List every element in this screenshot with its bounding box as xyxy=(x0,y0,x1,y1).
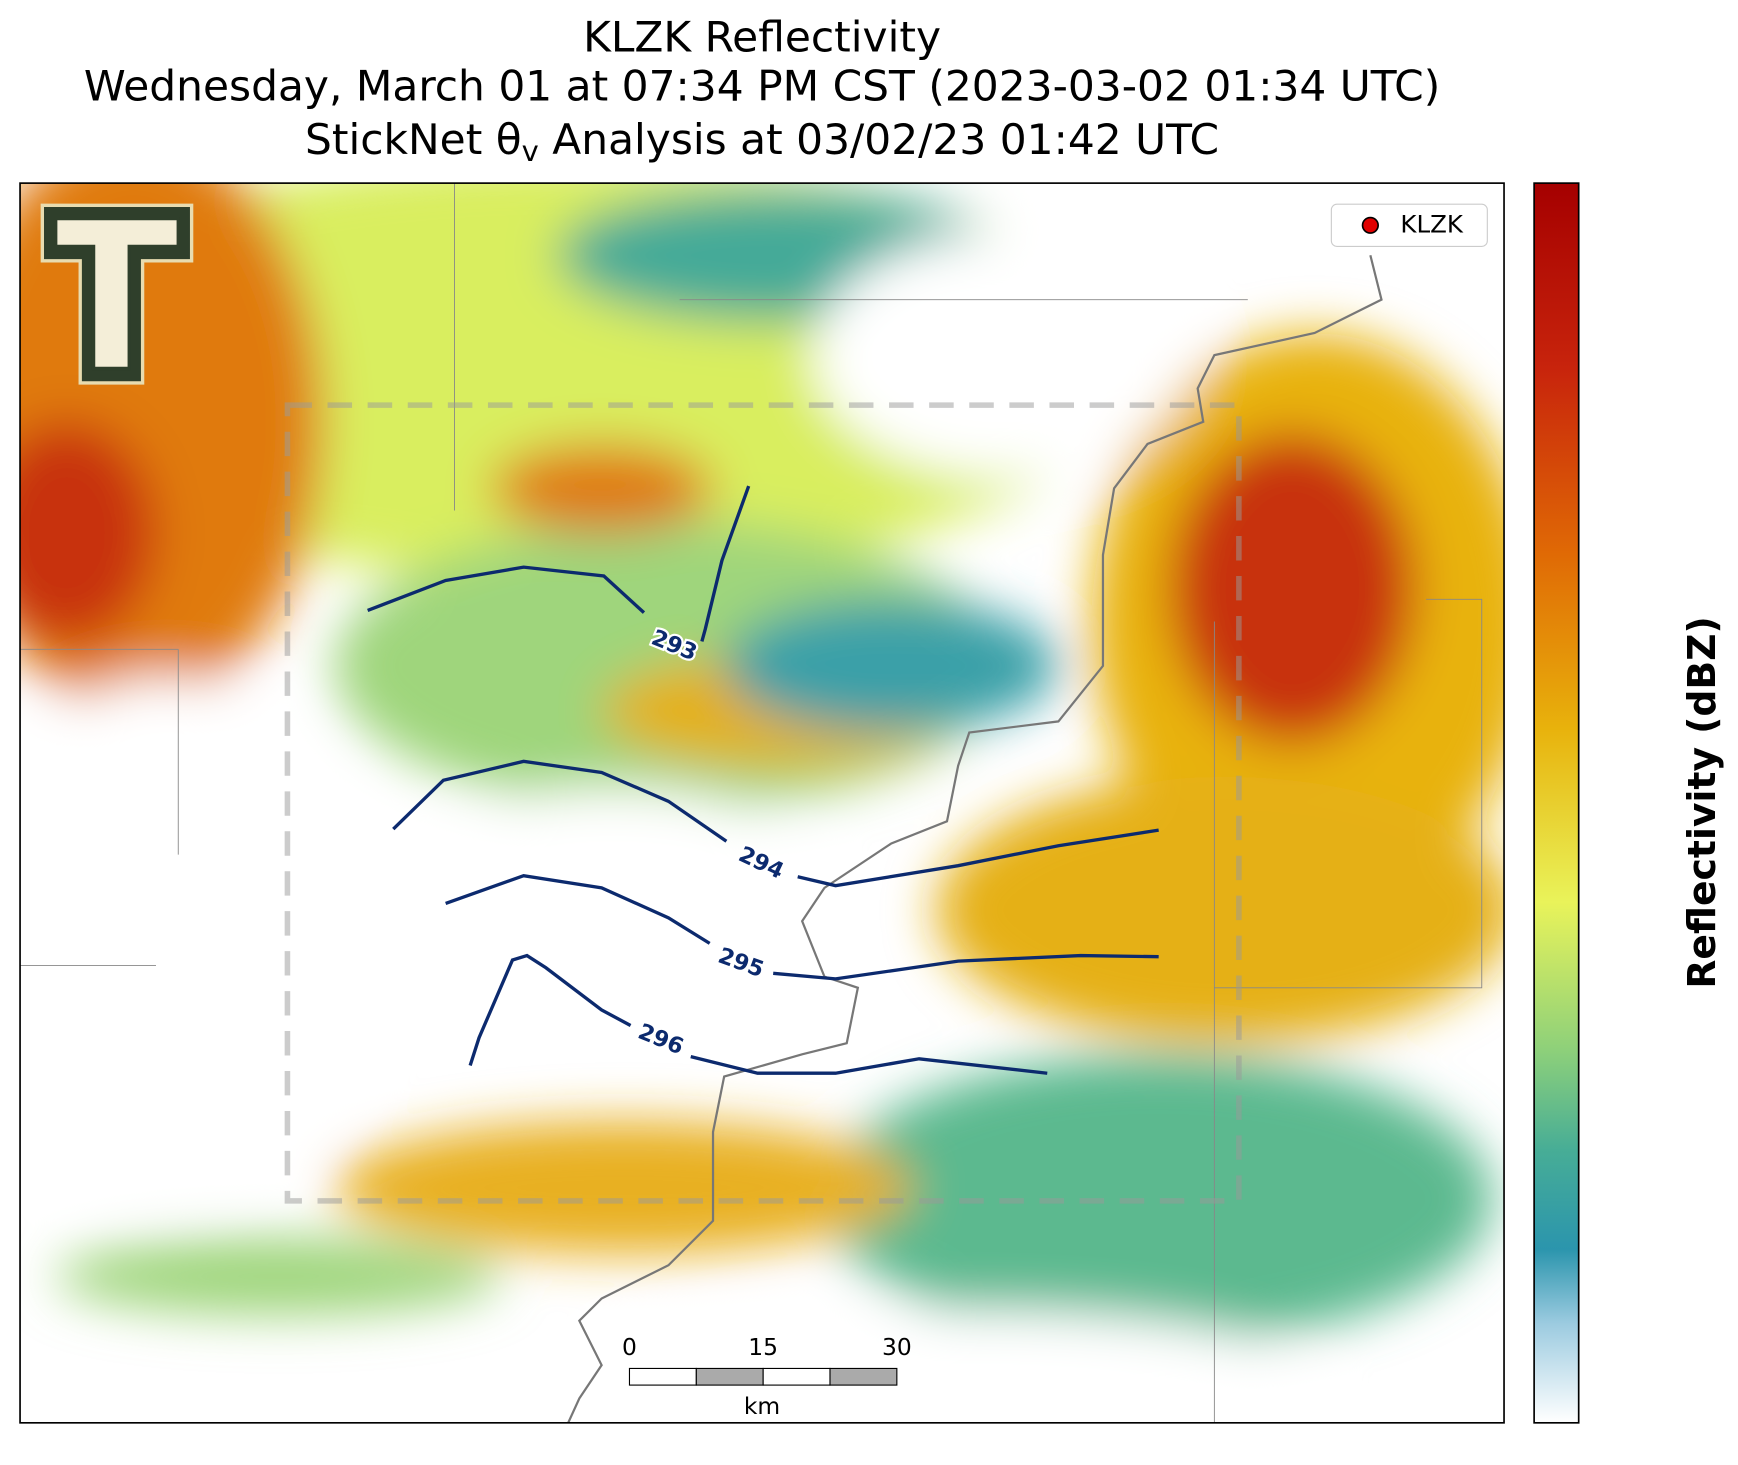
legend-label: KLZK xyxy=(1400,209,1464,238)
legend-marker xyxy=(1361,216,1379,234)
contour-line xyxy=(797,828,1159,888)
title-part: Analysis at 03/02/23 01:42 UTC xyxy=(539,115,1219,164)
title-line: KLZK Reflectivity xyxy=(583,13,941,62)
title-line: Wednesday, March 01 at 07:34 PM CST (202… xyxy=(84,61,1440,110)
title-part: StickNet θ xyxy=(305,115,522,164)
contours: 293 294 295 296 xyxy=(367,485,1159,1075)
contour-line xyxy=(700,485,751,642)
contour-line xyxy=(367,565,646,614)
contour-line xyxy=(445,873,711,945)
logo xyxy=(40,203,194,385)
title-line: StickNet θv Analysis at 03/02/23 01:42 U… xyxy=(305,115,1219,169)
contour-line xyxy=(773,953,1159,981)
contour-line xyxy=(468,953,632,1066)
analysis-domain xyxy=(284,402,1242,1204)
colorbar-ramp xyxy=(1533,182,1580,1424)
title-subscript: v xyxy=(522,134,539,168)
legend-box xyxy=(1330,203,1488,247)
scale-tick: 15 xyxy=(748,1333,778,1361)
colorbar-label: Reflectivity (dBZ) xyxy=(1680,616,1724,988)
radar-field xyxy=(20,183,1505,1423)
scale-unit: km xyxy=(744,1392,780,1420)
legend: KLZK xyxy=(1330,203,1488,247)
scale-tick: 0 xyxy=(622,1333,637,1361)
scale-bar: 0 15 30 km xyxy=(622,1333,912,1420)
scale-tick: 30 xyxy=(882,1333,912,1361)
colorbar: Reflectivity (dBZ) xyxy=(1533,182,1724,1424)
map-frame xyxy=(19,182,1505,1424)
contour-line xyxy=(392,759,728,843)
contour-line xyxy=(690,1054,1048,1075)
